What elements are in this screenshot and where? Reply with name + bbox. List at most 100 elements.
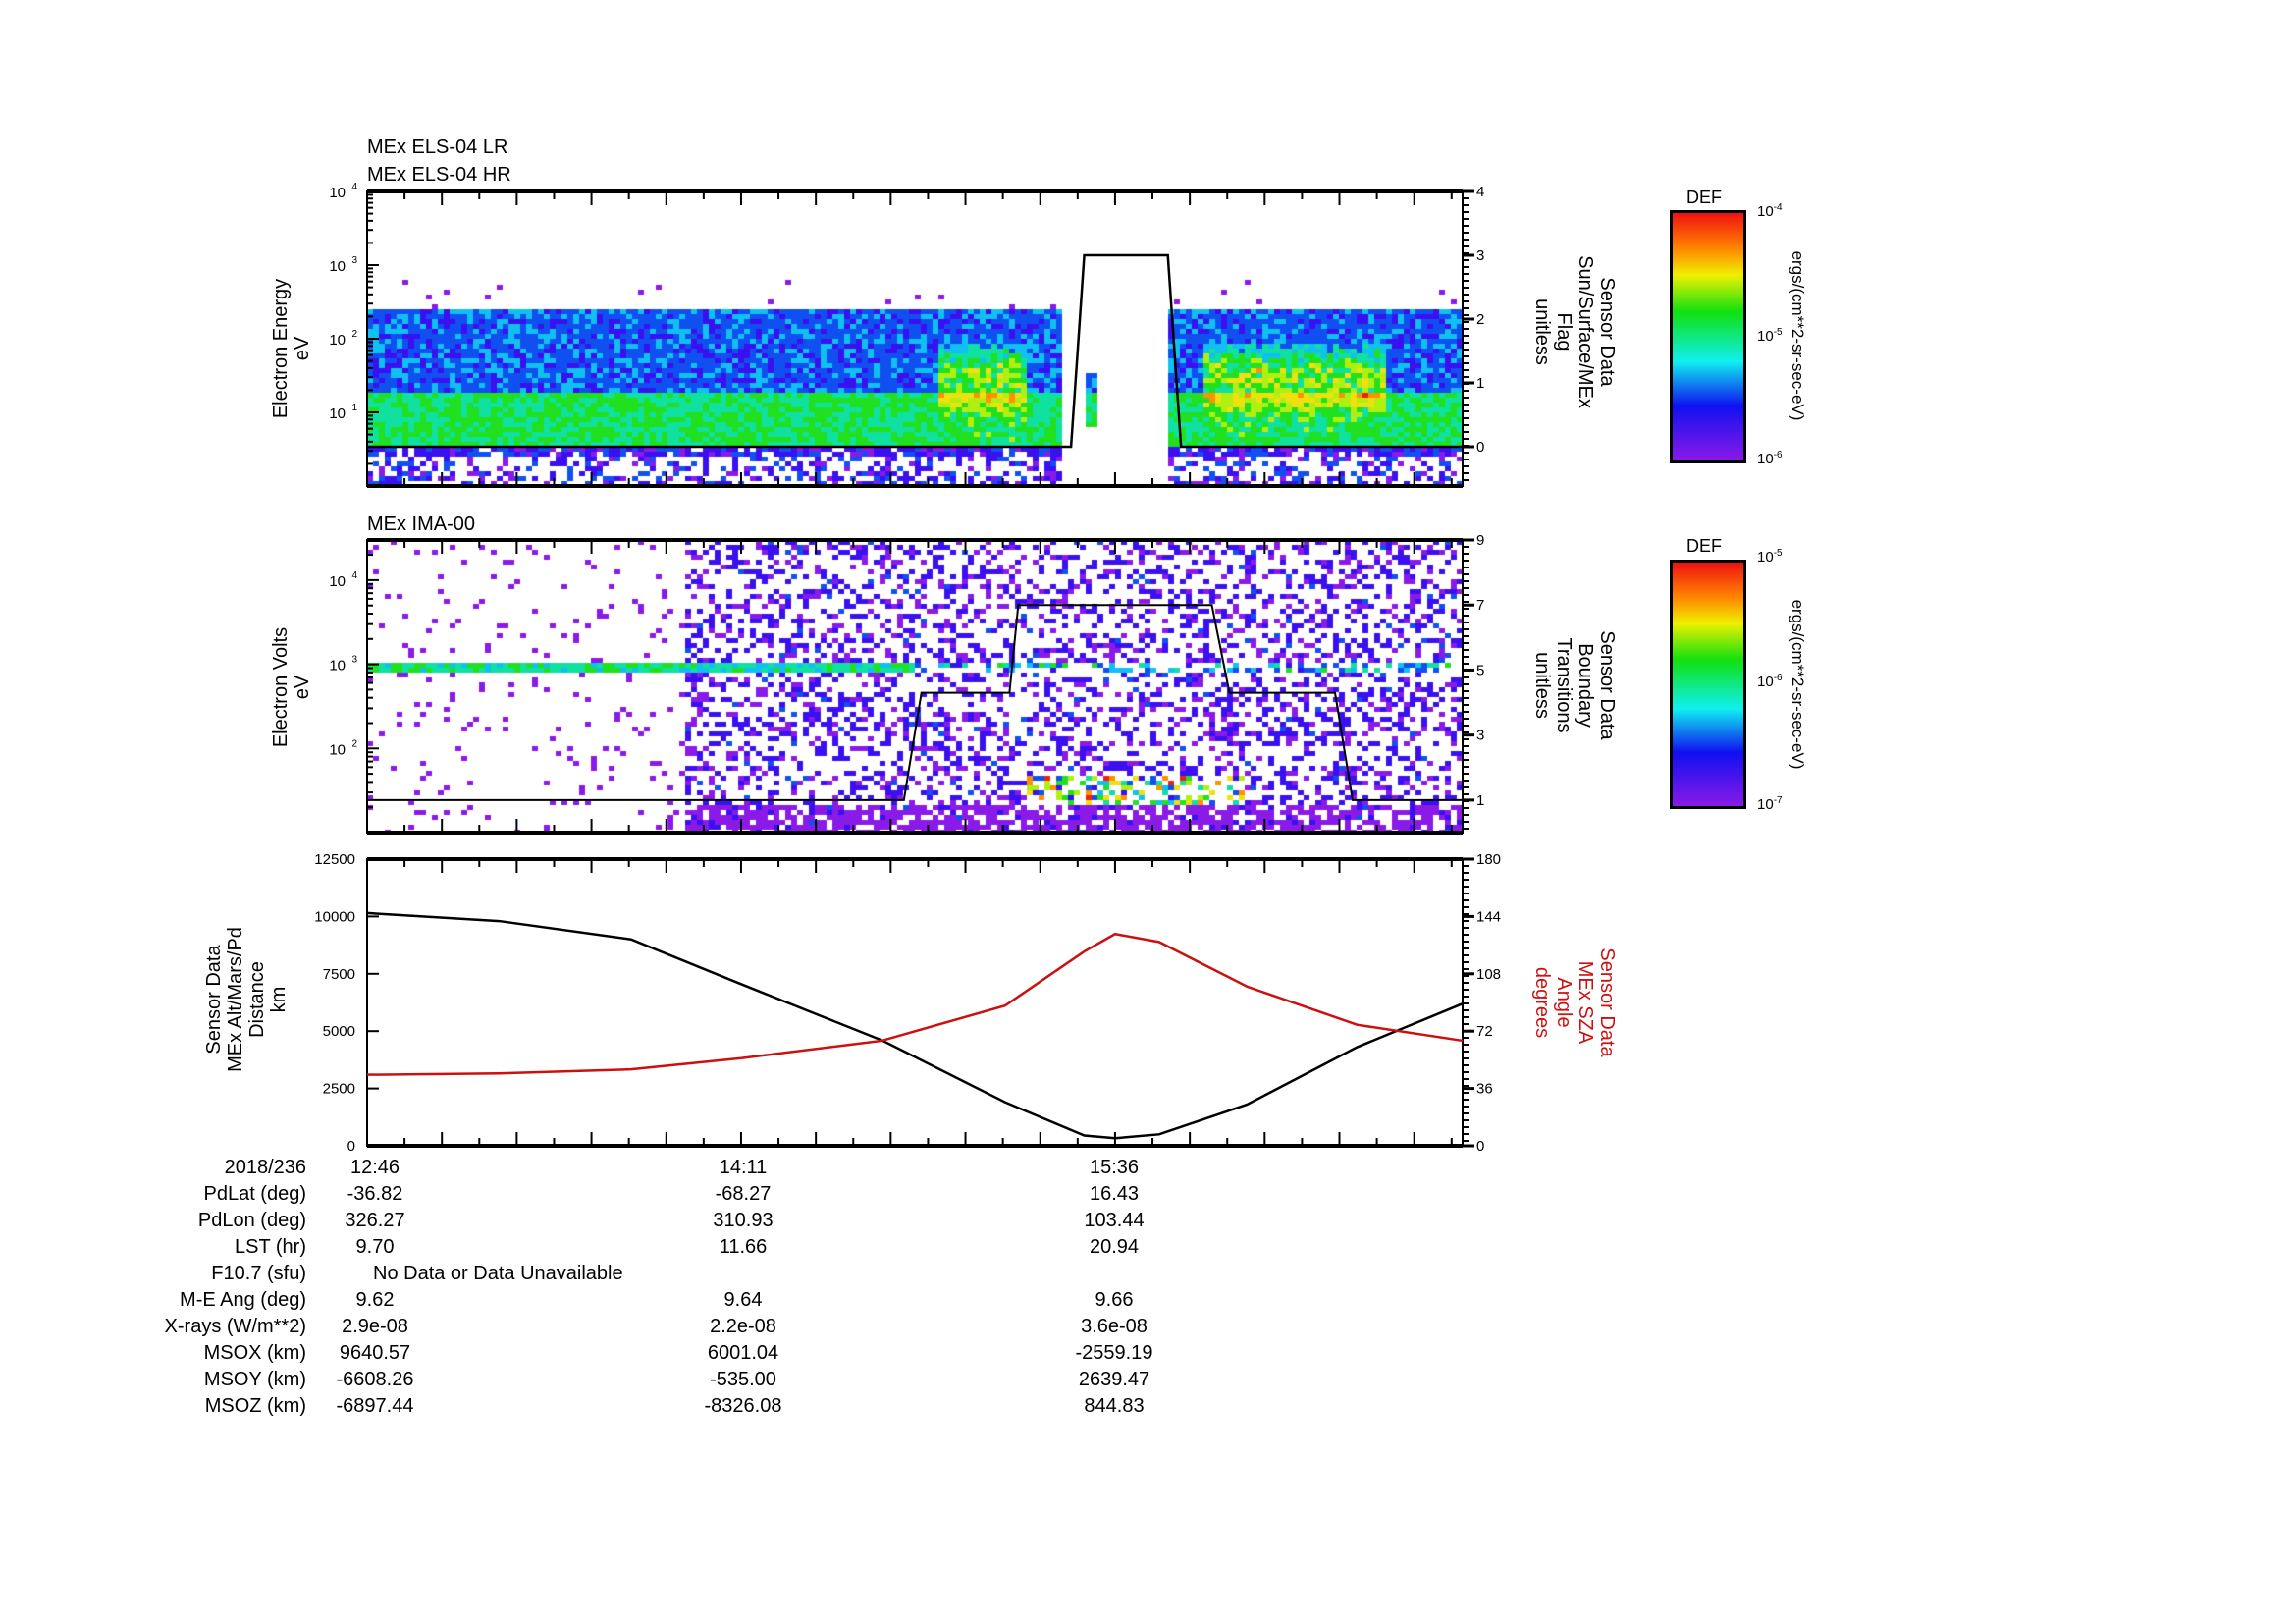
v: 10 [1757, 796, 1774, 813]
e: -7 [1773, 795, 1783, 806]
y-tick-label: 10 [329, 332, 346, 349]
lbl: km [268, 986, 290, 1013]
colorbar1-unit: ergs/(cm**2-sr-sec-eV) [1789, 250, 1807, 421]
colorbar2 [1670, 560, 1746, 809]
right-tick-label: 3 [1476, 247, 1484, 264]
ephem-row-label: M-E Ang (deg) [180, 1289, 306, 1311]
cb2-max: 10-5 [1757, 548, 1783, 566]
ephem-cell: -36.82 [347, 1183, 403, 1205]
ephem-cell: 9.62 [355, 1289, 395, 1311]
ephem-row-label: PdLat (deg) [203, 1183, 306, 1205]
y-tick-label: 10 [329, 185, 346, 201]
y-tick-exp: 4 [351, 570, 357, 581]
ephem-cell: 20.94 [1089, 1236, 1140, 1258]
lbl: Transitions [1553, 637, 1575, 733]
lbl: Angle [1553, 977, 1575, 1028]
ephem-cell: 11.66 [719, 1236, 768, 1258]
right-tick-label: 108 [1476, 966, 1501, 983]
series-line-sza [366, 932, 1464, 1076]
v: 10 [1757, 328, 1774, 345]
v: 10 [1757, 203, 1774, 220]
cb1-max: 10-4 [1757, 202, 1783, 220]
flag-line [367, 253, 1463, 449]
right-tick-label: 3 [1476, 728, 1484, 744]
ephem-cell: 9.70 [355, 1236, 395, 1258]
panel1-right-label: Sensor Data Sun/Surface/MEx Flag unitless [1523, 204, 1618, 460]
ephem-cell: 16.43 [1089, 1183, 1140, 1205]
ephem-cell: 2.9e-08 [342, 1316, 408, 1337]
right-tick-label: 0 [1476, 1138, 1484, 1155]
lbl: Sensor Data [1596, 630, 1618, 740]
panel2-right-label: Sensor Data Boundary Transitions unitless [1523, 558, 1618, 813]
e: -5 [1773, 548, 1783, 559]
ephem-row-label: MSOZ (km) [204, 1395, 306, 1417]
ephem-row-label: LST (hr) [235, 1236, 306, 1258]
left-tick-label: 7500 [323, 966, 355, 983]
right-tick-label: 144 [1476, 908, 1501, 925]
colorbar2-unit: ergs/(cm**2-sr-sec-eV) [1789, 599, 1807, 770]
right-tick-label: 1 [1476, 792, 1484, 809]
ephem-cell: 3.6e-08 [1081, 1316, 1148, 1337]
panel2-title: MEx IMA-00 [367, 514, 476, 535]
ephem-cell: -6897.44 [336, 1395, 414, 1417]
els-spectrogram [367, 191, 1463, 486]
ephem-cell: 310.93 [713, 1210, 774, 1231]
ephem-cell: 844.83 [1084, 1395, 1145, 1417]
e: -5 [1773, 327, 1783, 338]
y-tick-exp: 3 [351, 255, 357, 266]
left-tick-label: 12500 [314, 851, 355, 868]
right-tick-label: 72 [1476, 1023, 1493, 1040]
right-tick-label: 7 [1476, 597, 1484, 614]
y-tick-label: 10 [329, 258, 346, 275]
panel-frame [366, 190, 1464, 487]
ephem-row-label: 2018/236 [224, 1157, 306, 1178]
right-tick-label: 9 [1476, 532, 1484, 549]
boundary-line [367, 604, 1463, 801]
v: 10 [1757, 451, 1774, 467]
y-tick-exp: 3 [351, 655, 357, 666]
colorbar1 [1670, 210, 1746, 463]
ephem-cell: -535.00 [710, 1369, 776, 1390]
ylabel-text: Electron Energy [270, 278, 292, 419]
right-tick-label: 180 [1476, 851, 1501, 868]
cb1-min: 10-6 [1757, 450, 1783, 467]
ephem-row-label: PdLon (deg) [197, 1210, 306, 1231]
ephem-cell: -8326.08 [704, 1395, 782, 1417]
panel-frame [366, 539, 1464, 834]
panel-frame [366, 858, 1464, 1147]
left-tick-label: 0 [347, 1138, 355, 1155]
v: 10 [1757, 549, 1774, 566]
right-tick-label: 1 [1476, 375, 1484, 392]
lbl: Distance [246, 961, 268, 1038]
right-tick-label: 36 [1476, 1081, 1493, 1098]
lbl: Sensor Data [203, 945, 225, 1055]
left-tick-label: 10000 [314, 908, 355, 925]
panel2-ylabel: Electron Volts eV [270, 569, 319, 805]
ephem-cell: 9.64 [723, 1289, 763, 1311]
panel1-title-hr: MEx ELS-04 HR [367, 164, 511, 186]
e: -6 [1773, 450, 1783, 460]
right-tick-label: 2 [1476, 311, 1484, 328]
ephem-cell: -68.27 [715, 1183, 772, 1205]
panel1-ylabel: Electron Energy eV [270, 231, 319, 466]
ephem-cell: 6001.04 [707, 1342, 779, 1364]
panel3-left-label: Sensor Data MEx Alt/Mars/Pd Distance km [203, 877, 297, 1122]
ima-spectrogram [367, 540, 1463, 833]
y-tick-label: 10 [329, 573, 346, 590]
ylabel-unit: eV [292, 675, 313, 700]
y-tick-exp: 2 [351, 329, 357, 340]
lbl: unitless [1531, 298, 1553, 365]
ephem-cell: 2639.47 [1078, 1369, 1150, 1390]
y-tick-label: 10 [329, 406, 346, 422]
y-tick-exp: 2 [351, 738, 357, 749]
ephem-cell: 15:36 [1089, 1157, 1140, 1178]
lbl: degrees [1531, 966, 1553, 1039]
ephem-cell: 12:46 [349, 1157, 400, 1178]
y-tick-label: 10 [329, 658, 346, 675]
ephem-cell: 326.27 [345, 1210, 405, 1231]
lbl: MEx SZA [1575, 960, 1596, 1045]
ephem-row-label: MSOX (km) [203, 1342, 306, 1364]
colorbar1-title: DEF [1686, 188, 1722, 207]
